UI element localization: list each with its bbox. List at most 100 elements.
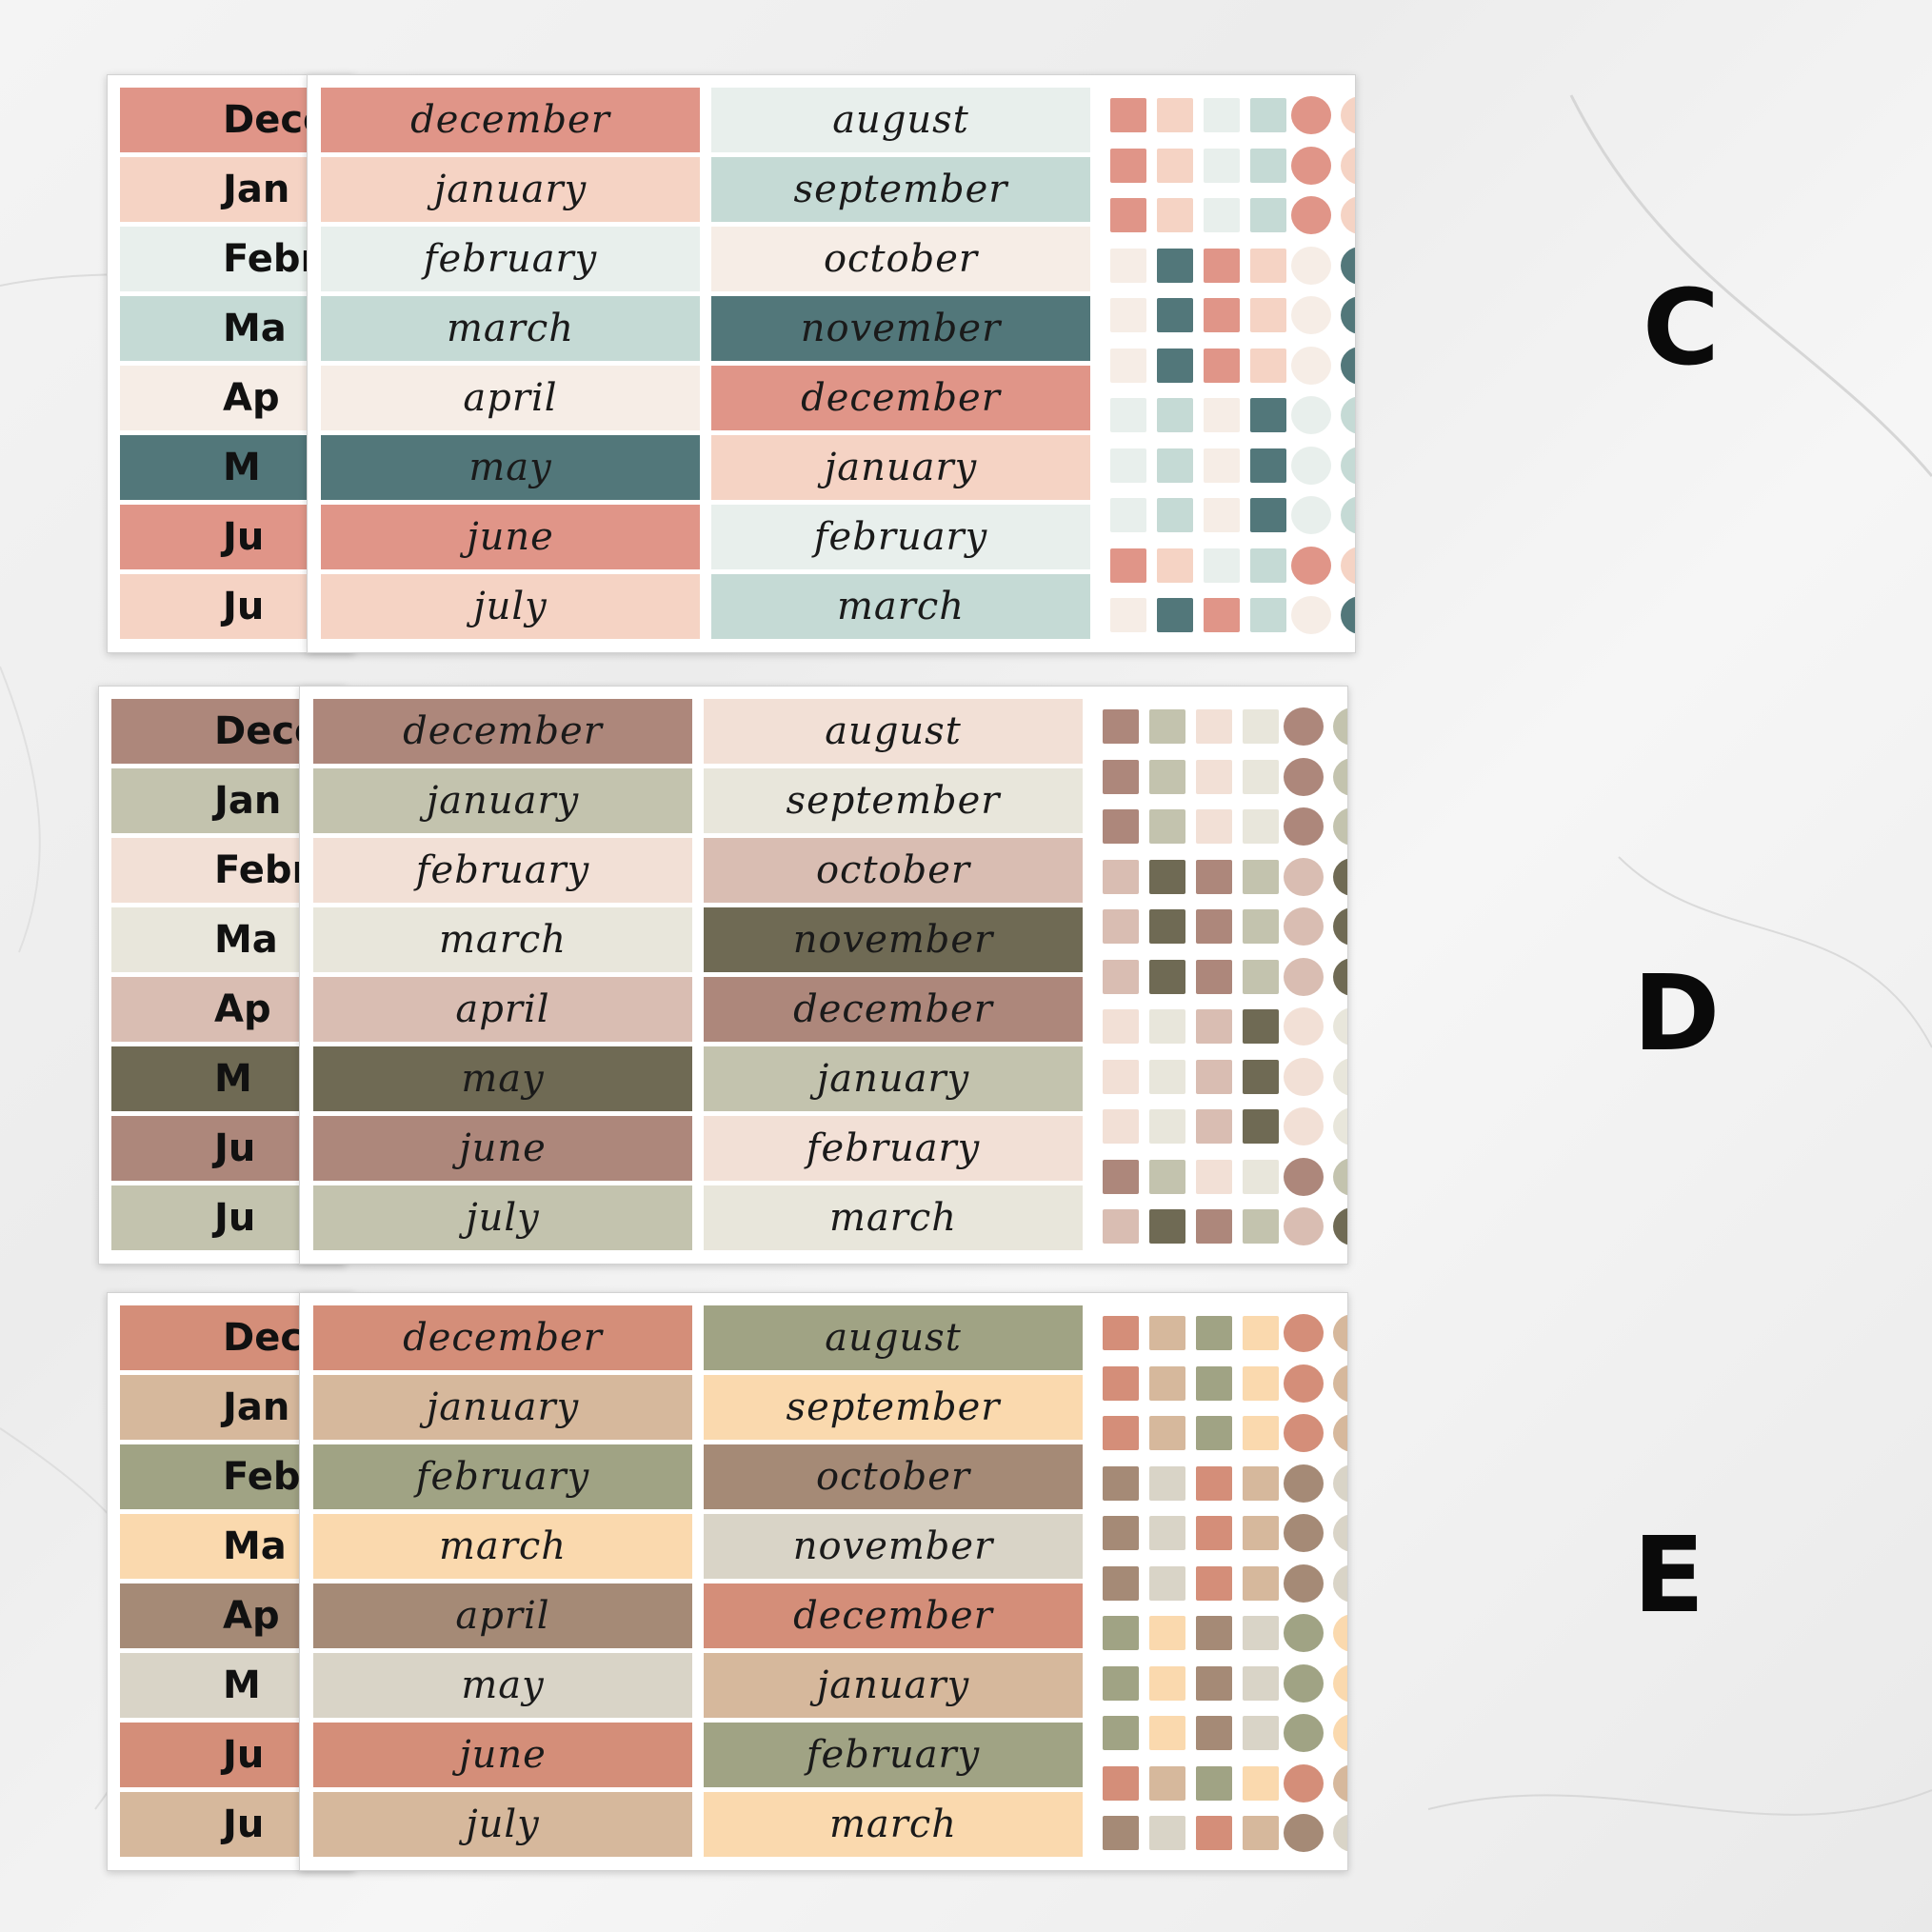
circle-sticker (1291, 146, 1331, 185)
square-sticker (1103, 1665, 1139, 1701)
month-strip: may (313, 1653, 692, 1718)
circle-sticker (1333, 1314, 1347, 1352)
square-sticker (1196, 1159, 1232, 1194)
month-strip: january (321, 157, 700, 222)
back-month-label: Ju (214, 1196, 256, 1240)
square-sticker (1196, 1209, 1232, 1244)
square-sticker (1103, 1009, 1139, 1044)
back-month-strip: Ma (120, 296, 329, 361)
square-sticker (1250, 348, 1286, 383)
square-sticker (1103, 1616, 1139, 1650)
circle-sticker (1333, 907, 1347, 946)
square-sticker (1196, 1316, 1232, 1350)
month-strip: november (704, 907, 1083, 972)
front-sticker-sheet: december january february march april may june… (307, 74, 1356, 653)
back-month-label: Ma (223, 307, 287, 350)
circle-sticker (1284, 1107, 1324, 1145)
circle-sticker (1333, 1007, 1347, 1046)
back-month-label: Ju (223, 585, 265, 628)
square-sticker (1204, 448, 1240, 483)
back-month-strip: Jan (120, 1375, 329, 1440)
month-strip: february (313, 838, 692, 903)
circle-sticker (1333, 1714, 1347, 1752)
square-sticker (1149, 759, 1185, 794)
circle-sticker (1284, 1514, 1324, 1552)
square-sticker (1103, 709, 1139, 744)
square-sticker (1196, 1816, 1232, 1850)
square-sticker (1110, 398, 1146, 432)
month-strip: july (321, 574, 700, 639)
month-strip: january (704, 1046, 1083, 1111)
back-month-strip: M (111, 1046, 321, 1111)
back-month-label: Jan (223, 168, 290, 211)
square-sticker (1149, 1209, 1185, 1244)
circle-sticker (1333, 1364, 1347, 1403)
square-sticker (1157, 398, 1193, 432)
month-strip: july (313, 1792, 692, 1857)
square-sticker (1196, 809, 1232, 844)
back-sticker-sheet: Dece Jan Febr Ma Ap M Ju Ju (98, 686, 346, 1265)
circle-sticker (1291, 396, 1331, 434)
square-sticker (1110, 198, 1146, 232)
back-month-strip: Ju (111, 1116, 321, 1181)
square-sticker (1110, 298, 1146, 332)
circle-sticker (1284, 1414, 1324, 1452)
circle-sticker (1333, 757, 1347, 796)
month-strip: december (321, 88, 700, 152)
circle-sticker (1284, 1157, 1324, 1196)
square-sticker (1149, 1416, 1185, 1450)
square-sticker (1103, 1209, 1139, 1244)
square-sticker (1243, 1765, 1279, 1801)
square-sticker (1103, 1159, 1139, 1194)
square-sticker (1157, 348, 1193, 383)
month-strip: february (704, 1116, 1083, 1181)
circle-sticker (1341, 196, 1355, 234)
square-sticker (1149, 1716, 1185, 1750)
square-sticker (1110, 598, 1146, 632)
month-strip: june (313, 1723, 692, 1787)
month-strip: december (711, 366, 1090, 430)
square-sticker (1243, 909, 1279, 944)
circle-sticker (1291, 496, 1331, 534)
square-sticker (1103, 1059, 1139, 1094)
back-month-label: M (223, 446, 261, 489)
square-sticker (1243, 1365, 1279, 1401)
square-sticker (1149, 709, 1185, 744)
month-strip: september (704, 768, 1083, 833)
square-sticker (1157, 598, 1193, 632)
circle-sticker (1341, 346, 1355, 385)
square-sticker (1157, 548, 1193, 583)
square-sticker (1149, 1465, 1185, 1501)
square-sticker (1103, 809, 1139, 844)
square-sticker (1204, 598, 1240, 632)
month-strip: april (313, 1583, 692, 1648)
square-sticker (1103, 1716, 1139, 1750)
square-sticker (1243, 1565, 1279, 1601)
circle-sticker (1284, 1714, 1324, 1752)
square-sticker (1204, 498, 1240, 532)
month-strip: march (711, 574, 1090, 639)
month-strip: march (313, 1514, 692, 1579)
square-sticker (1243, 1316, 1279, 1350)
square-sticker (1243, 709, 1279, 744)
square-sticker (1196, 709, 1232, 744)
square-sticker (1204, 248, 1240, 283)
square-sticker (1103, 759, 1139, 794)
month-strip: november (711, 296, 1090, 361)
month-strip: may (321, 435, 700, 500)
square-sticker (1149, 1816, 1185, 1850)
back-month-strip: Ju (120, 574, 329, 639)
square-sticker (1196, 859, 1232, 894)
square-sticker (1250, 298, 1286, 332)
back-month-strip: Jan (111, 768, 321, 833)
square-sticker (1196, 1565, 1232, 1601)
month-strip: january (313, 1375, 692, 1440)
square-sticker (1157, 248, 1193, 283)
circle-sticker (1341, 546, 1355, 585)
circle-sticker (1284, 1814, 1324, 1852)
square-sticker (1204, 348, 1240, 383)
circle-sticker (1291, 596, 1331, 634)
circle-sticker (1333, 1057, 1347, 1096)
square-sticker (1243, 1159, 1279, 1194)
back-month-label: Febr (223, 237, 320, 281)
